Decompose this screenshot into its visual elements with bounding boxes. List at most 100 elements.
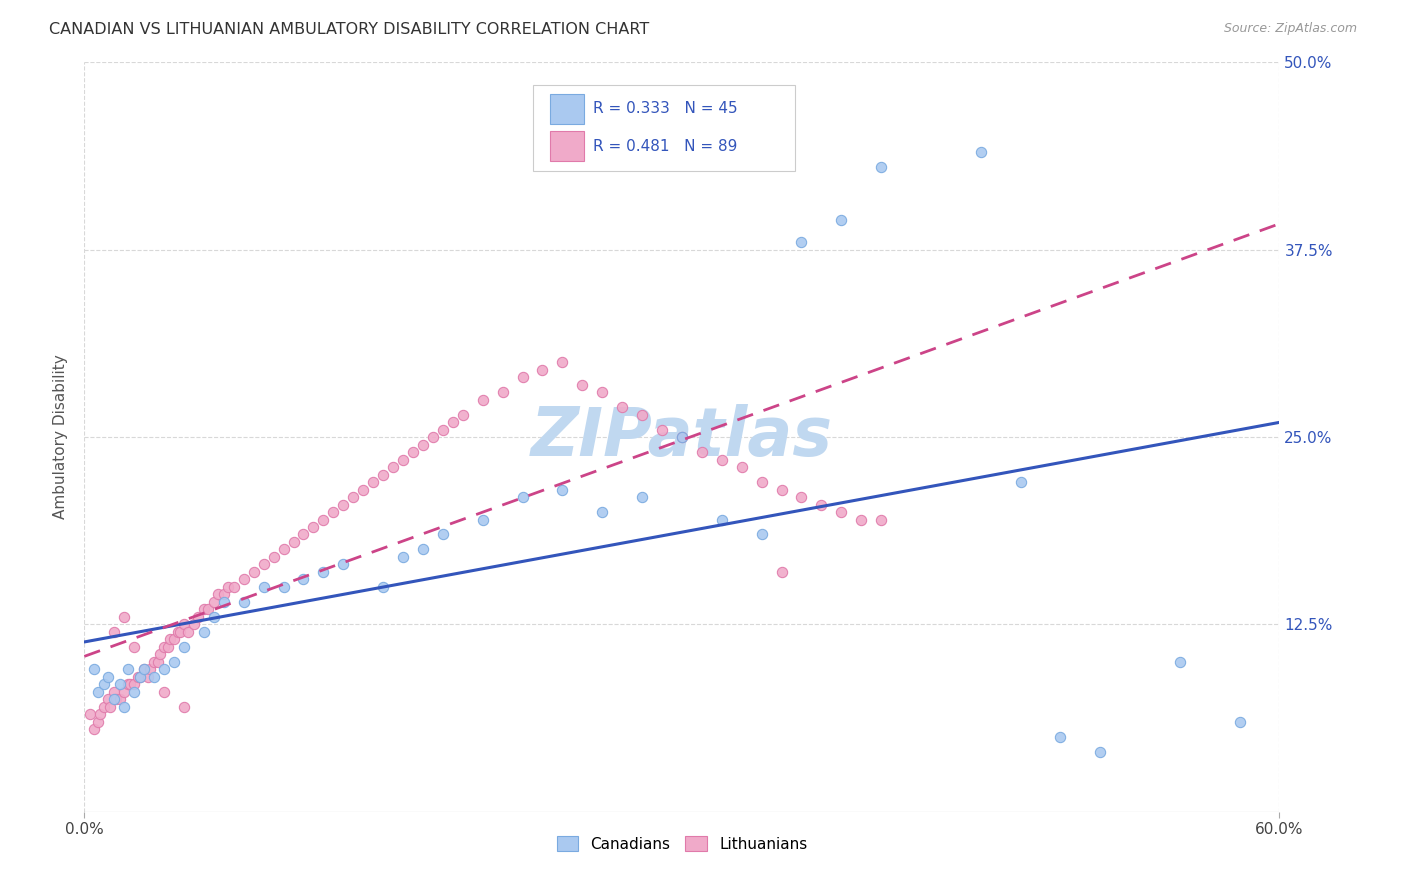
Point <box>202 595 225 609</box>
Point <box>132 662 156 676</box>
Bar <box>551 131 583 161</box>
Point <box>302 520 325 534</box>
Text: ZIPatlas: ZIPatlas <box>531 404 832 470</box>
Point <box>342 490 364 504</box>
Point <box>1010 475 1032 489</box>
Point <box>98 699 121 714</box>
Point <box>710 452 733 467</box>
Point <box>197 602 219 616</box>
Point <box>263 549 285 564</box>
Point <box>631 408 654 422</box>
Point <box>531 362 554 376</box>
Point <box>422 430 444 444</box>
Point <box>591 505 613 519</box>
Point <box>770 483 793 497</box>
Point <box>89 707 111 722</box>
Point <box>253 580 276 594</box>
Point <box>432 423 454 437</box>
Point <box>177 624 200 639</box>
Point <box>1090 745 1112 759</box>
Point <box>292 573 315 587</box>
Point <box>810 498 832 512</box>
Point <box>671 430 693 444</box>
Point <box>870 161 893 175</box>
Point <box>193 624 215 639</box>
Point <box>830 505 852 519</box>
Point <box>770 565 793 579</box>
Point <box>122 640 145 654</box>
Point <box>149 648 172 662</box>
Text: R = 0.333   N = 45: R = 0.333 N = 45 <box>593 102 738 116</box>
Point <box>851 512 873 526</box>
Point <box>591 385 613 400</box>
Point <box>222 580 245 594</box>
Point <box>352 483 374 497</box>
Point <box>143 655 166 669</box>
Point <box>731 460 754 475</box>
Point <box>512 490 534 504</box>
Bar <box>533 85 796 171</box>
Point <box>322 505 344 519</box>
Point <box>612 400 634 414</box>
Point <box>412 542 434 557</box>
Point <box>751 527 773 541</box>
Point <box>187 610 209 624</box>
Point <box>173 699 195 714</box>
Point <box>253 558 276 572</box>
Point <box>169 624 191 639</box>
Point <box>412 437 434 451</box>
Y-axis label: Ambulatory Disability: Ambulatory Disability <box>53 355 69 519</box>
Point <box>382 460 405 475</box>
Point <box>117 662 139 676</box>
Point <box>93 699 115 714</box>
Point <box>242 565 264 579</box>
Point <box>1168 655 1191 669</box>
Point <box>103 685 125 699</box>
Point <box>790 490 813 504</box>
Point <box>551 355 574 369</box>
Point <box>232 573 254 587</box>
Point <box>830 212 852 227</box>
Point <box>651 423 673 437</box>
Point <box>110 692 132 706</box>
Point <box>392 549 415 564</box>
Point <box>97 670 120 684</box>
Point <box>551 483 574 497</box>
Point <box>163 632 186 647</box>
Point <box>112 610 135 624</box>
Point <box>105 692 128 706</box>
Point <box>202 610 225 624</box>
Point <box>970 145 993 160</box>
Point <box>157 640 180 654</box>
Point <box>441 415 464 429</box>
Point <box>283 535 305 549</box>
Point <box>97 692 120 706</box>
Point <box>1229 714 1251 729</box>
Point <box>451 408 474 422</box>
Point <box>153 685 176 699</box>
Point <box>1049 730 1071 744</box>
Point <box>373 580 395 594</box>
Point <box>117 677 139 691</box>
Point <box>127 670 149 684</box>
Point <box>122 677 145 691</box>
Text: Source: ZipAtlas.com: Source: ZipAtlas.com <box>1223 22 1357 36</box>
Point <box>710 512 733 526</box>
Point <box>273 542 295 557</box>
Point <box>671 430 693 444</box>
Point <box>402 445 425 459</box>
Point <box>870 512 893 526</box>
Point <box>312 512 335 526</box>
Point <box>83 723 105 737</box>
Point <box>79 707 101 722</box>
Point <box>110 677 132 691</box>
Point <box>93 677 115 691</box>
Point <box>87 685 110 699</box>
Point <box>332 498 354 512</box>
Point <box>146 655 169 669</box>
Point <box>103 692 125 706</box>
Point <box>292 527 315 541</box>
Point <box>112 699 135 714</box>
Point <box>132 662 156 676</box>
Bar <box>551 94 583 124</box>
